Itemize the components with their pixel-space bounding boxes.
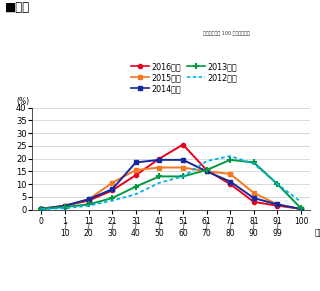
Text: ∫: ∫: [228, 223, 232, 230]
Text: 20: 20: [84, 229, 93, 238]
Text: 81: 81: [249, 217, 259, 226]
Text: 61: 61: [202, 217, 212, 226]
Text: ∫: ∫: [110, 223, 114, 230]
Text: 30: 30: [107, 229, 117, 238]
Text: 21: 21: [108, 217, 117, 226]
Text: 100: 100: [294, 217, 308, 226]
Text: 51: 51: [178, 217, 188, 226]
Text: （点）: （点）: [315, 229, 320, 238]
Text: 31: 31: [131, 217, 140, 226]
Text: 50: 50: [155, 229, 164, 238]
Text: 11: 11: [84, 217, 93, 226]
Text: 70: 70: [202, 229, 212, 238]
Text: 10: 10: [60, 229, 70, 238]
Text: ∫: ∫: [157, 223, 161, 230]
Text: ∫: ∫: [276, 223, 279, 230]
Text: 40: 40: [131, 229, 141, 238]
Text: ■数学: ■数学: [5, 1, 30, 15]
Text: ∫: ∫: [87, 223, 91, 230]
Text: 99: 99: [273, 229, 282, 238]
Text: 0: 0: [39, 217, 44, 226]
Text: ∫: ∫: [134, 223, 138, 230]
Text: ∫: ∫: [181, 223, 185, 230]
Text: （旧制度入試 100 点満点換算）: （旧制度入試 100 点満点換算）: [203, 31, 250, 36]
Text: 41: 41: [155, 217, 164, 226]
Text: ∫: ∫: [252, 223, 256, 230]
Text: 80: 80: [225, 229, 235, 238]
Text: 71: 71: [225, 217, 235, 226]
Legend: 2016年度, 2015年度, 2014年度, 2013年度, 2012年度: 2016年度, 2015年度, 2014年度, 2013年度, 2012年度: [128, 59, 241, 96]
Text: (%): (%): [17, 97, 30, 107]
Text: 90: 90: [249, 229, 259, 238]
Text: ∫: ∫: [63, 223, 67, 230]
Text: 91: 91: [273, 217, 282, 226]
Text: 1: 1: [63, 217, 68, 226]
Text: ∫: ∫: [205, 223, 208, 230]
Text: 60: 60: [178, 229, 188, 238]
